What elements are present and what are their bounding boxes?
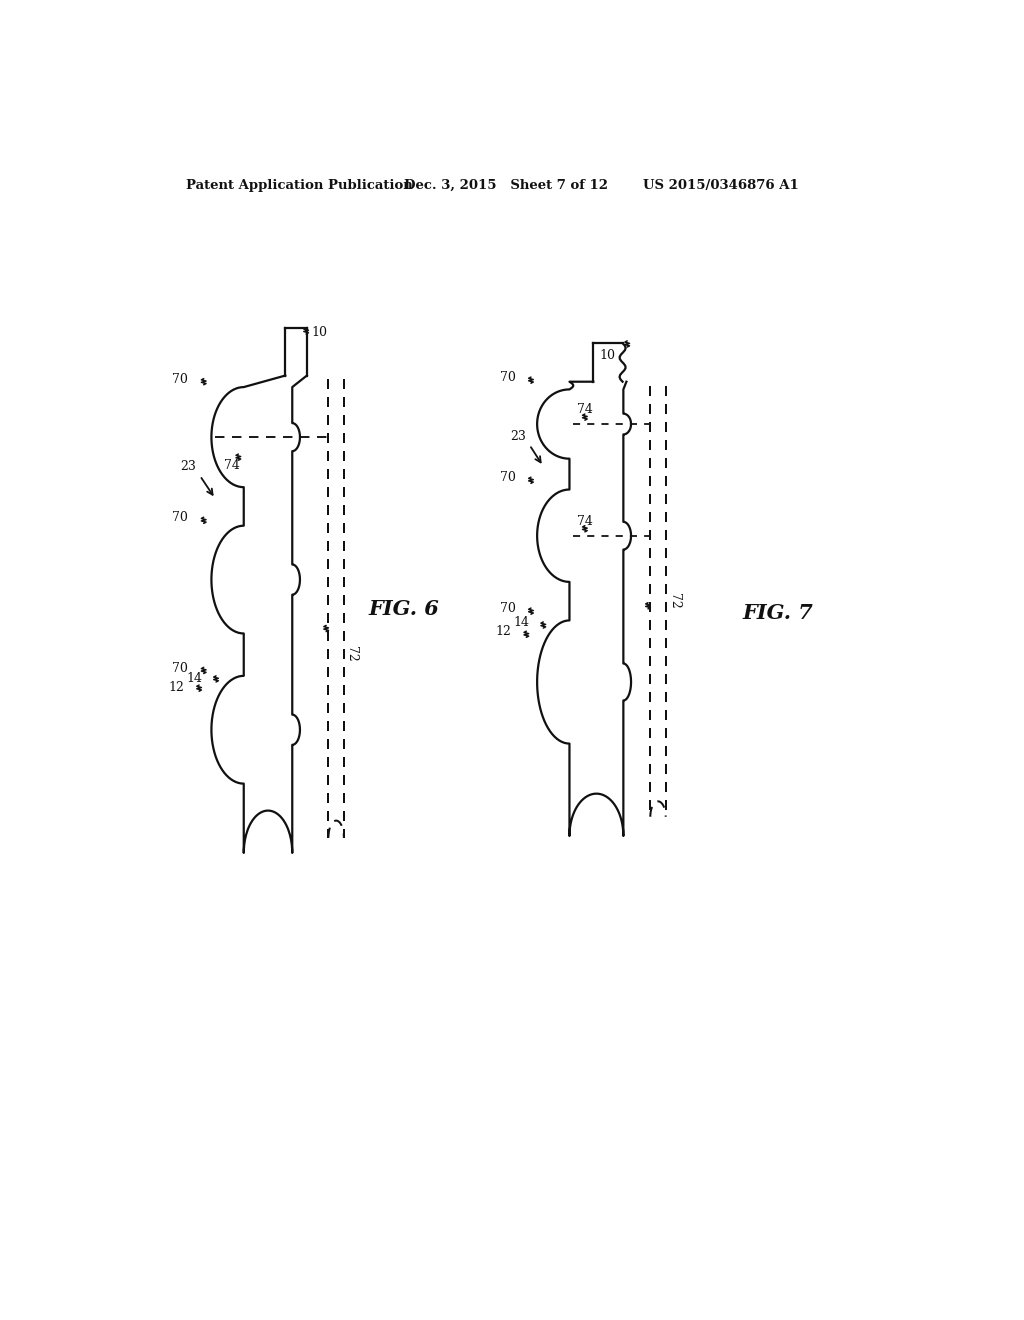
- Text: 14: 14: [513, 616, 529, 630]
- Text: 10: 10: [311, 326, 328, 339]
- Text: 10: 10: [599, 350, 615, 363]
- Text: Dec. 3, 2015   Sheet 7 of 12: Dec. 3, 2015 Sheet 7 of 12: [403, 180, 608, 193]
- Text: 70: 70: [172, 661, 188, 675]
- Text: 23: 23: [180, 461, 196, 474]
- Text: 70: 70: [172, 511, 188, 524]
- Text: Patent Application Publication: Patent Application Publication: [186, 180, 413, 193]
- Text: 70: 70: [500, 371, 515, 384]
- Text: 72: 72: [668, 593, 681, 609]
- Text: 72: 72: [345, 647, 358, 663]
- Text: 74: 74: [224, 459, 241, 471]
- Text: 12: 12: [496, 626, 512, 639]
- Text: 74: 74: [578, 515, 593, 528]
- Text: FIG. 6: FIG. 6: [369, 599, 439, 619]
- Text: 70: 70: [172, 372, 188, 385]
- Text: FIG. 7: FIG. 7: [742, 603, 813, 623]
- Text: 12: 12: [169, 681, 184, 694]
- Text: 70: 70: [500, 602, 515, 615]
- Text: 14: 14: [186, 672, 202, 685]
- Text: US 2015/0346876 A1: US 2015/0346876 A1: [643, 180, 799, 193]
- Text: 74: 74: [578, 404, 593, 416]
- Text: 70: 70: [500, 471, 515, 484]
- Text: 23: 23: [511, 429, 526, 442]
